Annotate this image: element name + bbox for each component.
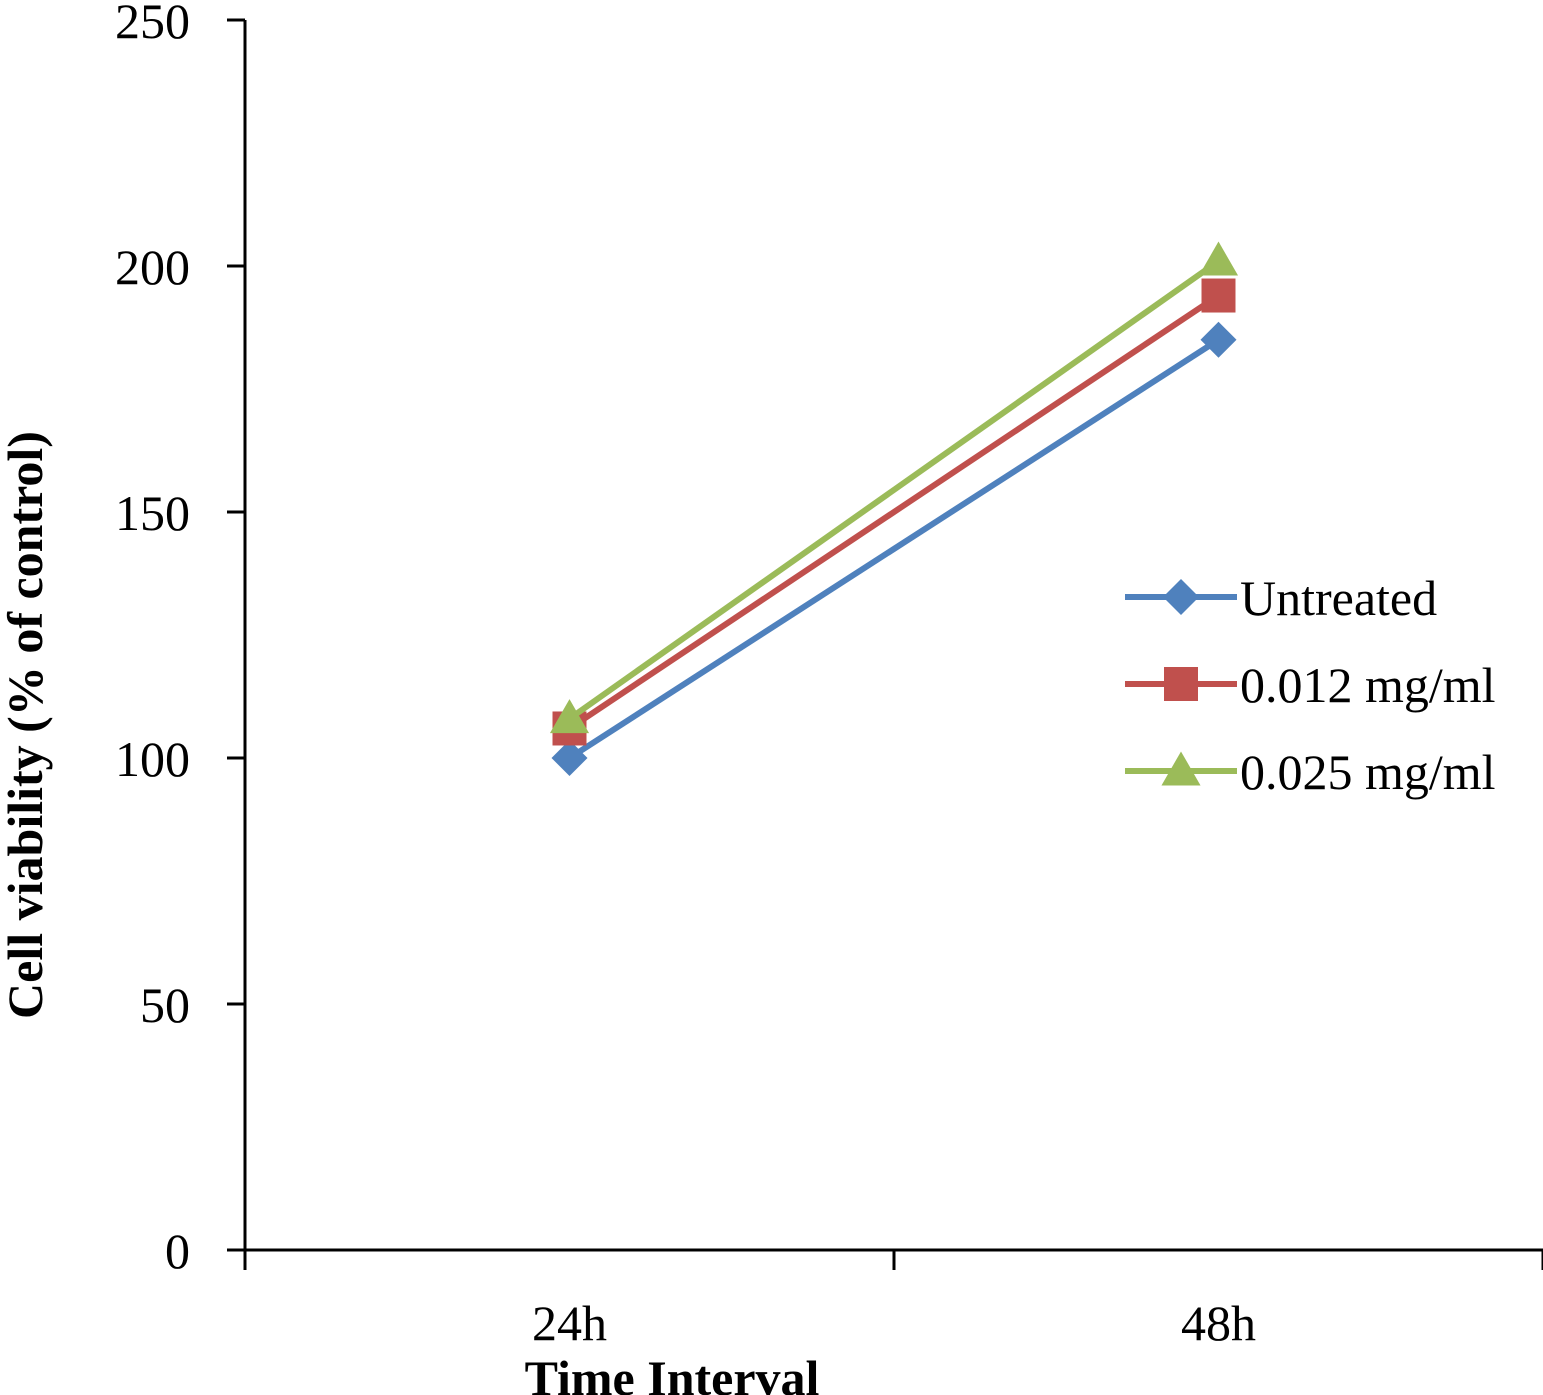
legend-label: 0.025 mg/ml bbox=[1240, 744, 1496, 800]
y-tick-label: 250 bbox=[115, 0, 190, 49]
legend-item: 0.025 mg/ml bbox=[1125, 744, 1496, 800]
series-line bbox=[567, 293, 1221, 731]
series-2 bbox=[552, 278, 1236, 746]
y-tick-label: 50 bbox=[140, 977, 190, 1033]
series-line bbox=[567, 337, 1221, 761]
x-tick-label: 48h bbox=[1181, 1295, 1256, 1351]
triangle-marker bbox=[1161, 751, 1201, 786]
series-1 bbox=[551, 321, 1237, 776]
diamond-marker bbox=[1200, 321, 1237, 358]
triangle-marker bbox=[1198, 241, 1239, 276]
series-line bbox=[567, 258, 1221, 722]
square-marker bbox=[1164, 667, 1198, 701]
series-3 bbox=[549, 241, 1239, 734]
x-ticks: 24h 48h bbox=[243, 1250, 1543, 1351]
diamond-marker bbox=[551, 740, 588, 776]
chart-axes bbox=[243, 20, 1543, 1252]
legend: Untreated 0.012 mg/ml 0.025 mg/ml bbox=[1125, 570, 1496, 800]
x-axis-title: Time Interval bbox=[525, 1350, 820, 1395]
legend-item: Untreated bbox=[1125, 570, 1437, 626]
y-tick-label: 150 bbox=[115, 485, 190, 541]
diamond-marker bbox=[1163, 579, 1199, 615]
y-tick-label: 100 bbox=[115, 731, 190, 787]
x-tick-label: 24h bbox=[532, 1295, 607, 1351]
series-group bbox=[549, 241, 1239, 776]
triangle-marker bbox=[549, 699, 590, 734]
y-tick-label: 200 bbox=[115, 239, 190, 295]
legend-label: 0.012 mg/ml bbox=[1240, 657, 1496, 713]
legend-label: Untreated bbox=[1240, 570, 1437, 626]
y-ticks: 0 50 100 150 200 250 bbox=[115, 0, 245, 1279]
square-marker bbox=[1201, 278, 1236, 313]
y-axis-title: Cell viability (% of control) bbox=[0, 431, 53, 1019]
y-tick-label: 0 bbox=[165, 1223, 190, 1279]
legend-item: 0.012 mg/ml bbox=[1125, 657, 1496, 713]
